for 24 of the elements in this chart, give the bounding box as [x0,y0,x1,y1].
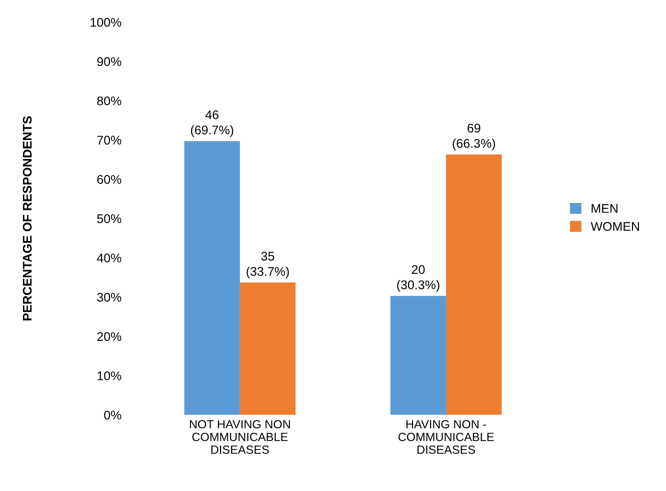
bar [184,141,240,415]
y-tick-label: 90% [97,57,122,66]
x-tick-label: HAVING NON - COMMUNICABLE DISEASES [398,420,494,454]
data-label: 35 (33.7%) [246,252,289,278]
y-tick-label: 100% [90,18,122,27]
data-label: 46 (69.7%) [190,110,234,137]
bar [446,154,502,415]
y-tick-label: 50% [97,214,122,224]
y-tick-label: 20% [97,332,122,341]
legend-label: MEN [592,204,618,213]
x-tick-label: NOT HAVING NON COMMUNICABLE DISEASES [190,420,290,454]
y-tick-label: 40% [96,254,122,262]
bar [240,282,296,415]
data-label: 20 (30.3%) [397,265,440,292]
y-tick-label: 0% [104,410,122,420]
y-tick-label: 60% [97,175,122,184]
y-tick-label: 80% [97,96,122,106]
bar [390,296,446,415]
y-tick-label: 10% [98,371,122,380]
data-label: 69 (66.3%) [452,124,495,150]
legend-label: WOMEN [590,222,639,231]
y-axis-title: PERCENTAGE OF RESPONDENTS [22,116,32,320]
y-tick-label: 70% [97,136,122,145]
y-tick-label: 30% [97,292,122,302]
